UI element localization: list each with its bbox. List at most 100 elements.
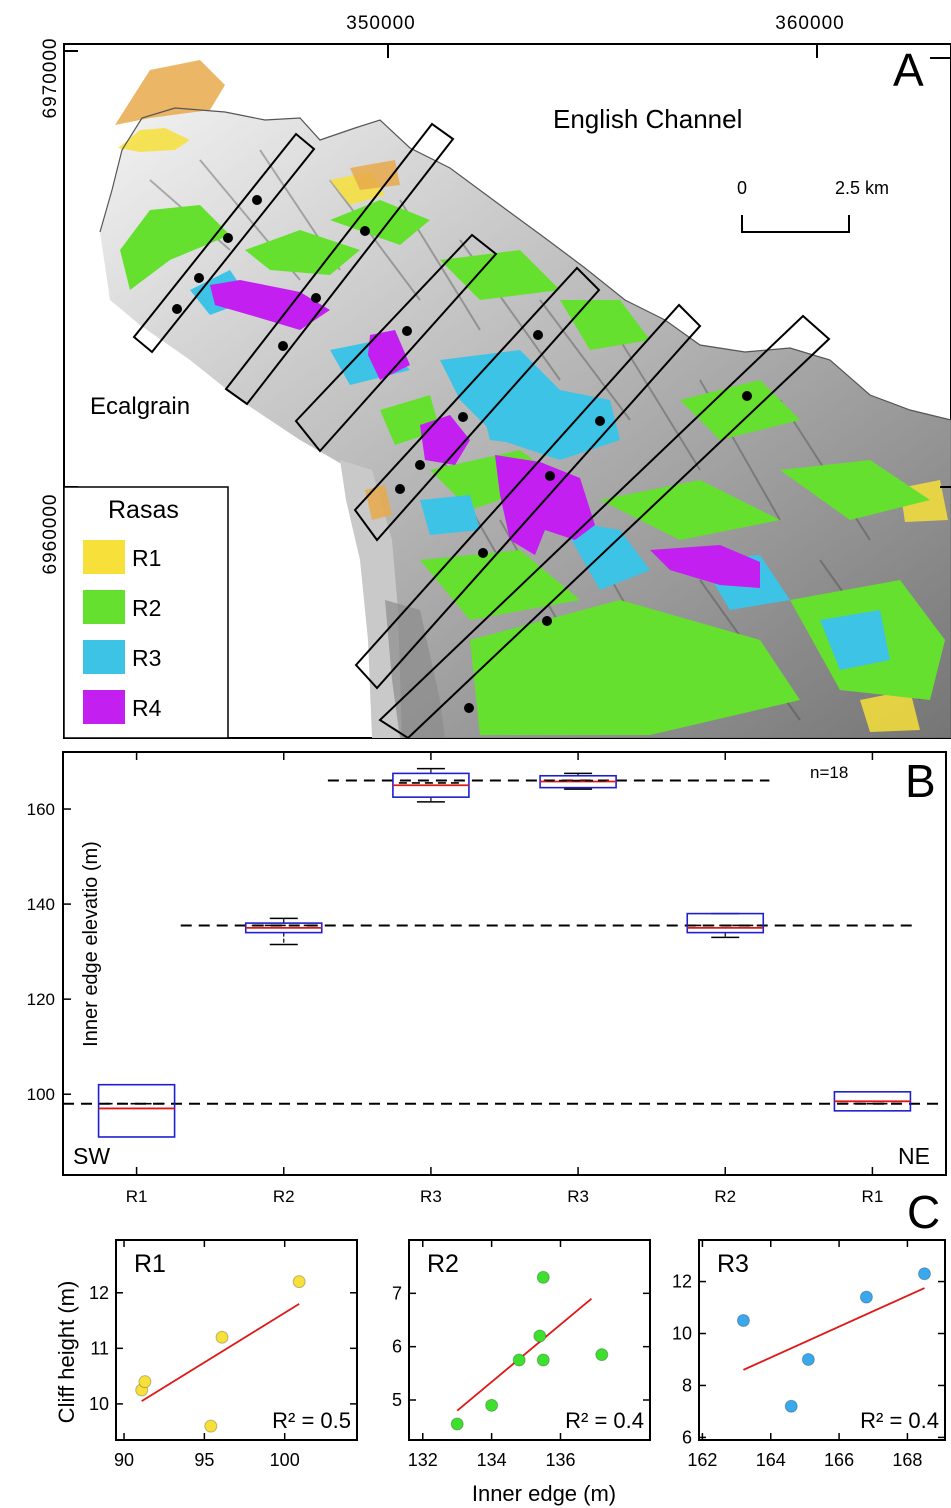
scatter-point [918,1267,931,1281]
scatter-point [784,1399,798,1413]
boxplot-xtick-label: R3 [567,1187,589,1206]
boxplot-xtick-label: R2 [273,1187,295,1206]
sand-patches [115,60,400,520]
shared-xlabel: Inner edge (m) [472,1481,616,1506]
panel-letter-a: A [893,44,924,96]
scale-bar-line [741,215,850,233]
rasa-legend: Rasas R1 R2 R3 R4 [63,486,229,739]
fit-line [743,1287,925,1371]
fit-line [456,1297,593,1412]
map-xtick-label: 360000 [775,13,844,34]
sample-point [595,416,605,426]
sample-point [252,195,262,205]
scatter-xtick-label: 136 [545,1450,575,1470]
scatter-xtick-label: 168 [892,1450,922,1470]
scatter-xtick-label: 95 [194,1450,214,1470]
corner-label-sw: SW [73,1143,110,1169]
box-iqr [686,912,765,934]
sample-point [402,326,412,336]
scatter-point [736,1314,750,1328]
sample-point [194,273,204,283]
legend-title: Rasas [108,496,179,524]
scatter-xtick-label: 90 [114,1450,134,1470]
scatter-point [533,1329,547,1343]
sample-point [478,548,488,558]
sample-point [542,616,552,626]
boxplot-xtick-label: R1 [126,1187,148,1206]
sample-point [415,460,425,470]
scatter-point [859,1290,873,1304]
transect-boxes [132,122,831,738]
scatter-point [215,1330,229,1344]
scatter-xtick-label: 134 [477,1450,507,1470]
boxplot-xtick-label: R3 [420,1187,442,1206]
map-terrain [99,60,951,738]
scatter-frame [115,1239,358,1441]
sample-point [223,233,233,243]
scatter-title: R1 [134,1250,166,1278]
sample-points [172,195,752,713]
sample-point [360,226,370,236]
scatter-point [536,1353,550,1367]
boxplot-x-axis: R1 R2 R3 R3 R2 R1 [126,752,884,1206]
transect-box [132,132,316,354]
map-ytick-label: 6970000 [40,38,61,119]
scatter-point [595,1348,609,1362]
corner-label-ne: NE [898,1143,930,1169]
boxplot-ytick-label: 120 [27,990,55,1009]
scatter-xtick-label: 100 [270,1450,300,1470]
r-squared-label: R² = 0.5 [272,1408,351,1433]
scatter-ytick-label: 11 [90,1338,109,1358]
legend-label-r4: R4 [132,695,162,721]
scatter-ytick-label: 8 [682,1375,692,1395]
box-iqr [97,1083,176,1138]
scatter-ytick-label: 12 [89,1283,109,1303]
scatter-ytick-label: 6 [392,1337,402,1357]
boxplot-ytick-label: 100 [27,1085,55,1104]
scatter-title: R3 [717,1250,749,1278]
legend-swatch-r1 [83,540,125,574]
boxplot-boxes [97,767,912,1138]
scatter-ytick-label: 6 [682,1427,692,1447]
boxplot-ylabel: Inner edge elevatio (m) [80,841,102,1047]
sample-point [172,304,182,314]
scatter-point [536,1270,550,1284]
scatter-point [512,1353,526,1367]
sample-point [311,293,321,303]
scatter-plot-r2: 132 134 136 5 6 7 R2 R² = 0.4 [392,1239,651,1470]
scatter-point [204,1419,218,1433]
legend-swatch-r3 [83,640,125,674]
scatter-frame [408,1239,651,1441]
scatter-plot-r1: 90 95 100 10 11 12 R1 R² = 0.5 [89,1239,358,1470]
transect-box [294,233,498,453]
panel-c-scatter: C Cliff height (m) Inner edge (m) 90 95 10… [54,1186,946,1506]
scatter-xtick-label: 164 [756,1450,786,1470]
boxplot-ytick-label: 160 [27,800,55,819]
map-ytick-label: 6960000 [40,494,61,575]
legend-label-r1: R1 [132,545,161,571]
panel-letter-b: B [905,755,936,807]
sample-point [464,703,474,713]
boxplot-xtick-label: R1 [862,1187,884,1206]
scatter-ytick-label: 7 [392,1283,402,1303]
rasa-r4-patches [210,280,760,588]
fit-line [141,1303,300,1402]
intertidal-rocks [385,600,445,738]
scatter-point [138,1375,152,1389]
sample-point [458,412,468,422]
scatter-frame [698,1239,946,1441]
scatter-ytick-label: 5 [392,1390,402,1410]
map-xtick-label: 350000 [346,13,415,34]
scatter-title: R2 [427,1250,459,1278]
scatter-ytick-label: 12 [672,1272,692,1292]
boxplot-ytick-label: 140 [27,895,55,914]
scatter-point [801,1352,815,1366]
legend-swatch-r2 [83,590,125,624]
transect-box [378,314,831,738]
r-squared-label: R² = 0.4 [565,1408,644,1433]
boxplot-y-axis: 100 120 140 160 [27,800,71,1104]
sample-point [742,391,752,401]
boxplot-note: n=18 [810,763,848,782]
legend-label-r2: R2 [132,595,161,621]
